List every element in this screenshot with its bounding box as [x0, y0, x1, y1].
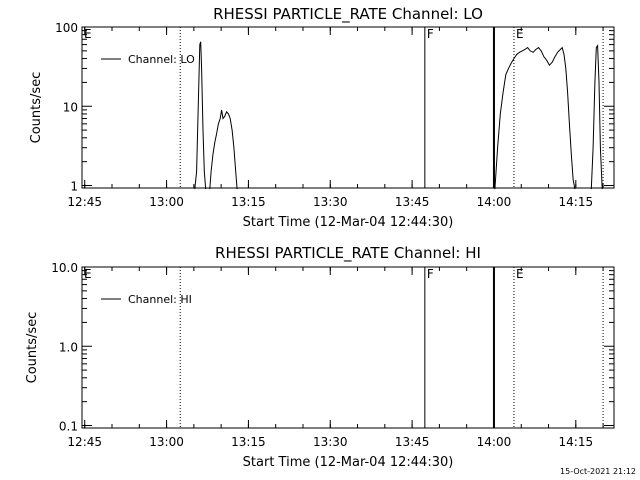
marker-label: E — [84, 267, 92, 281]
x-tick-label: 13:00 — [149, 435, 184, 449]
marker-label: E — [84, 27, 92, 41]
marker-label: E — [516, 267, 524, 281]
x-tick-label: 14:00 — [477, 195, 512, 209]
chart-title: RHESSI PARTICLE_RATE Channel: HI — [215, 244, 481, 263]
y-tick-label: 0.1 — [59, 420, 78, 434]
x-tick-label: 12:45 — [67, 195, 102, 209]
x-tick-label: 13:45 — [395, 435, 430, 449]
x-tick-label: 13:30 — [313, 435, 348, 449]
y-tick-label: 10.0 — [51, 261, 78, 275]
y-tick-label: 10 — [63, 100, 78, 114]
marker-label: E — [516, 27, 524, 41]
y-axis-label: Counts/sec — [29, 72, 44, 144]
x-tick-label: 13:00 — [149, 195, 184, 209]
x-tick-label: 13:45 — [395, 195, 430, 209]
marker-label: F — [427, 267, 434, 281]
x-tick-label: 12:45 — [67, 435, 102, 449]
footer-timestamp: 15-Oct-2021 21:12 — [560, 467, 636, 476]
chart-title: RHESSI PARTICLE_RATE Channel: LO — [213, 5, 483, 24]
x-axis-label: Start Time (12-Mar-04 12:44:30) — [243, 455, 454, 470]
plot-frame — [81, 266, 615, 429]
x-tick-label: 14:15 — [559, 195, 594, 209]
y-axis-label: Counts/sec — [25, 312, 40, 384]
plot-frame — [81, 26, 615, 189]
series-line — [209, 109, 238, 190]
legend-label: Channel: LO — [128, 53, 195, 66]
panel-hi-channel: RHESSI PARTICLE_RATE Channel: HI 12:45 13:… — [25, 244, 615, 470]
y-tick-label: 1.0 — [59, 340, 78, 354]
y-tick-label: 1 — [70, 180, 78, 194]
x-tick-label: 14:15 — [559, 435, 594, 449]
series-line — [494, 46, 576, 190]
x-tick-label: 14:00 — [477, 435, 512, 449]
legend-label: Channel: HI — [128, 293, 192, 306]
x-tick-label: 13:30 — [313, 195, 348, 209]
panel-lo-channel: RHESSI PARTICLE_RATE Channel: LO 12:45 13:… — [29, 5, 615, 230]
x-axis-label: Start Time (12-Mar-04 12:44:30) — [243, 215, 454, 230]
series-line — [590, 44, 603, 190]
y-tick-label: 100 — [55, 21, 78, 35]
x-tick-label: 13:15 — [231, 435, 266, 449]
x-tick-label: 13:15 — [231, 195, 266, 209]
series-line — [194, 41, 207, 190]
marker-label: F — [427, 27, 434, 41]
